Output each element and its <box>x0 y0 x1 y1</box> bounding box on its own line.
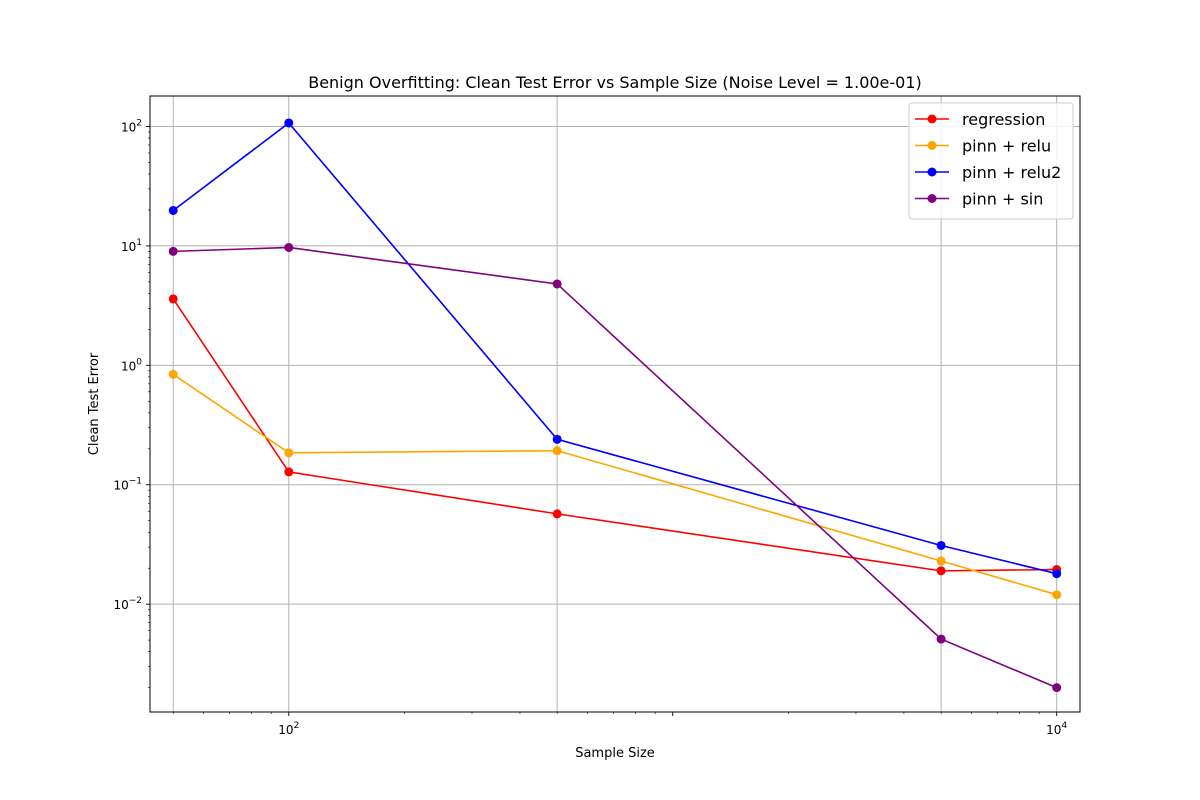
legend-label: pinn + relu <box>962 137 1051 156</box>
series-regression <box>168 294 1062 576</box>
legend-label: regression <box>962 110 1045 129</box>
grid <box>150 96 1080 712</box>
legend-marker <box>927 114 937 124</box>
data-point-pinn-relu <box>936 556 946 566</box>
data-point-pinn-relu2 <box>936 540 946 550</box>
series-pinn-relu2 <box>168 118 1062 579</box>
series-line-regression <box>172 298 1057 572</box>
data-point-pinn-relu <box>168 369 178 379</box>
y-tick-label: 10−2 <box>113 596 142 612</box>
data-point-pinn-relu <box>552 446 562 456</box>
legend-item: pinn + sin <box>915 190 1043 209</box>
y-tick-label: 10−1 <box>113 477 142 493</box>
legend-item: regression <box>915 110 1045 129</box>
series-pinn-relu <box>168 369 1062 600</box>
chart-title: Benign Overfitting: Clean Test Error vs … <box>308 73 922 92</box>
legend-item: pinn + relu <box>915 137 1051 156</box>
data-point-regression <box>552 509 562 519</box>
legend: regression pinn + relu pinn + relu2 pinn + … <box>908 102 1074 220</box>
data-point-pinn-relu2 <box>1052 569 1062 579</box>
data-point-pinn-relu <box>1052 590 1062 600</box>
data-point-pinn-sin <box>1052 683 1062 693</box>
legend-box <box>908 102 1074 220</box>
y-axis-label: Clean Test Error <box>87 352 102 455</box>
data-point-regression <box>168 294 178 304</box>
x-tick-label: 104 <box>1046 721 1067 737</box>
legend-marker <box>927 167 937 177</box>
data-point-regression <box>284 467 294 477</box>
legend-label: pinn + sin <box>962 190 1043 209</box>
series-group <box>168 118 1062 693</box>
x-axis-label: Sample Size <box>575 746 655 761</box>
plot-frame <box>149 95 1081 713</box>
x-tick-label: 102 <box>278 721 299 737</box>
legend-label: pinn + relu2 <box>962 163 1061 182</box>
y-tick-label: 102 <box>121 118 142 134</box>
data-point-pinn-relu2 <box>168 205 178 215</box>
ticks: 102 104 102 101 100 10−1 10−2 <box>113 118 1067 737</box>
data-point-pinn-sin <box>168 246 178 256</box>
series-pinn-sin <box>168 242 1062 693</box>
legend-marker <box>927 141 937 150</box>
data-point-pinn-relu2 <box>284 118 294 128</box>
data-point-pinn-sin <box>552 279 562 289</box>
y-tick-label: 101 <box>121 238 142 254</box>
data-point-pinn-relu2 <box>552 434 562 444</box>
data-point-pinn-relu <box>284 448 294 458</box>
y-tick-label: 100 <box>121 357 142 373</box>
data-point-regression <box>936 566 946 576</box>
data-point-pinn-sin <box>284 242 294 252</box>
data-point-pinn-sin <box>936 634 946 644</box>
legend-marker <box>927 194 937 203</box>
legend-item: pinn + relu2 <box>915 163 1061 182</box>
